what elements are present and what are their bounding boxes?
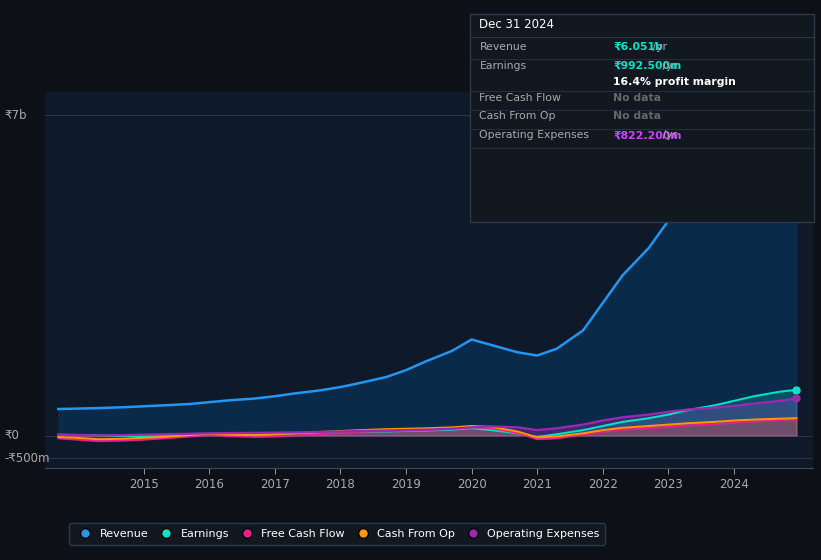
Text: /yr: /yr <box>658 60 677 71</box>
Text: Earnings: Earnings <box>479 60 526 71</box>
Text: ₹992.500m: ₹992.500m <box>613 60 681 71</box>
Legend: Revenue, Earnings, Free Cash Flow, Cash From Op, Operating Expenses: Revenue, Earnings, Free Cash Flow, Cash … <box>68 524 605 544</box>
Text: No data: No data <box>613 92 661 102</box>
Text: Cash From Op: Cash From Op <box>479 111 556 122</box>
Text: ₹6.051b: ₹6.051b <box>613 41 663 52</box>
Text: 16.4% profit margin: 16.4% profit margin <box>613 77 736 87</box>
Text: -₹500m: -₹500m <box>4 452 49 465</box>
Text: /yr: /yr <box>649 41 667 52</box>
Text: Operating Expenses: Operating Expenses <box>479 130 589 141</box>
Text: ₹822.200m: ₹822.200m <box>613 130 681 141</box>
Text: No data: No data <box>613 111 661 122</box>
Text: /yr: /yr <box>658 130 677 141</box>
Text: Dec 31 2024: Dec 31 2024 <box>479 17 554 31</box>
Text: Revenue: Revenue <box>479 41 527 52</box>
Text: Free Cash Flow: Free Cash Flow <box>479 92 562 102</box>
Text: ₹0: ₹0 <box>4 429 19 442</box>
Text: ₹7b: ₹7b <box>4 109 26 122</box>
